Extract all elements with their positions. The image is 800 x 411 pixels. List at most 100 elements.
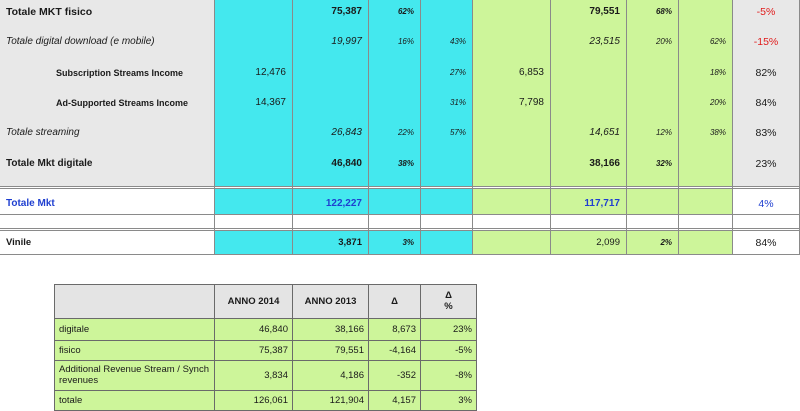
cell-value: 14,367: [255, 97, 286, 108]
cell-value: 4,157: [368, 390, 421, 411]
delta-column-fill: [732, 0, 800, 186]
row-label: Additional Revenue Stream / Synch revenu…: [54, 360, 215, 391]
delta-percent: -5%: [756, 5, 776, 18]
cell-value: 3%: [402, 238, 414, 247]
cell-value: 23,515: [589, 36, 620, 47]
cell-value: 27%: [449, 68, 466, 77]
cell-value: -352: [368, 360, 421, 391]
row-label: Totale Mkt: [6, 198, 55, 209]
delta-percent: 84%: [755, 236, 777, 249]
year-2014-fill: [214, 0, 472, 186]
cell-value: 31%: [449, 98, 466, 107]
grid-line: [214, 0, 215, 254]
grid-line: [678, 0, 679, 254]
row-label: Ad-Supported Streams Income: [56, 97, 189, 108]
year-2013-fill: [472, 0, 732, 186]
delta-percent: 82%: [755, 66, 777, 79]
cell-value: 117,717: [584, 198, 620, 209]
total-2013-fill: [472, 188, 732, 214]
cell-value: 62%: [709, 37, 726, 46]
table-row: digitale 46,840 38,166 8,673 23%: [54, 318, 477, 341]
table-row: fisico 75,387 79,551 -4,164 -5%: [54, 340, 477, 361]
row-label: Subscription Streams Income: [56, 67, 184, 78]
cell-value: 18%: [709, 68, 726, 77]
cell-value: 38%: [397, 159, 414, 168]
grid-line: [626, 0, 627, 254]
delta-percent: 83%: [755, 126, 777, 139]
vinyl-2013-fill: [472, 230, 732, 254]
row-label: Totale MKT fisico: [6, 5, 93, 18]
row-label: Totale streaming: [6, 127, 80, 138]
grid-line: [0, 230, 800, 231]
cell-value: 19,997: [331, 36, 362, 47]
total-2014-fill: [214, 188, 472, 214]
cell-value: 3,834: [214, 360, 293, 391]
cell-value: 3,871: [338, 237, 362, 249]
grid-line: [472, 0, 473, 254]
cell-value: 126,061: [214, 390, 293, 411]
cell-value: 57%: [449, 128, 466, 137]
grid-line: [292, 0, 293, 254]
cell-value: 121,904: [292, 390, 369, 411]
delta-percent: 4%: [758, 197, 774, 210]
row-label: totale: [54, 390, 215, 411]
summary-table: ANNO 2014 ANNO 2013 Δ Δ % digitale 46,84…: [54, 284, 477, 411]
cell-value: 12,476: [255, 67, 286, 78]
cell-value: 68%: [655, 7, 672, 16]
row-label: Totale digital download (e mobile): [6, 36, 155, 47]
cell-value: -5%: [420, 340, 477, 361]
table-header-row: ANNO 2014 ANNO 2013 Δ Δ %: [54, 284, 477, 319]
row-label: Totale Mkt digitale: [6, 158, 93, 169]
cell-value: 122,227: [325, 198, 362, 209]
cell-value: 4,186: [292, 360, 369, 391]
cell-value: 2%: [660, 238, 672, 247]
cell-value: 12%: [655, 128, 672, 137]
cell-value: 79,551: [292, 340, 369, 361]
table-row: totale 126,061 121,904 4,157 3%: [54, 390, 477, 411]
table-row: Additional Revenue Stream / Synch revenu…: [54, 360, 477, 391]
cell-value: 2,099: [596, 237, 620, 249]
cell-value: 38,166: [292, 318, 369, 341]
cell-value: 23%: [420, 318, 477, 341]
cell-value: 16%: [397, 37, 414, 46]
cell-value: 62%: [397, 7, 414, 16]
cell-value: 75,387: [214, 340, 293, 361]
cell-value: 75,387: [331, 6, 362, 17]
grid-line: [368, 0, 369, 254]
row-label: fisico: [54, 340, 215, 361]
cell-value: 3%: [420, 390, 477, 411]
grid-line: [732, 0, 733, 254]
grid-line: [0, 228, 800, 229]
cell-value: 46,840: [331, 158, 362, 169]
cell-value: 38%: [709, 128, 726, 137]
cell-value: 7,798: [518, 97, 544, 108]
cell-value: 46,840: [214, 318, 293, 341]
grid-line: [420, 0, 421, 254]
delta-percent: 23%: [755, 157, 777, 170]
cell-value: 20%: [709, 98, 726, 107]
delta-percent: -15%: [753, 35, 779, 48]
cell-value: -4,164: [368, 340, 421, 361]
cell-value: 26,843: [331, 127, 362, 138]
cell-value: 43%: [449, 37, 466, 46]
cell-value: 20%: [655, 37, 672, 46]
cell-value: 6,853: [518, 67, 544, 78]
header-cell: [54, 284, 215, 319]
grid-line: [0, 186, 800, 187]
grid-line: [550, 0, 551, 254]
header-cell: Δ %: [420, 284, 477, 319]
cell-value: 22%: [397, 128, 414, 137]
header-cell: Δ: [368, 284, 421, 319]
grid-line: [0, 188, 800, 189]
header-cell: ANNO 2013: [292, 284, 369, 319]
cell-value: 14,651: [589, 127, 620, 138]
cell-value: -8%: [420, 360, 477, 391]
grid-line: [0, 214, 800, 215]
vinyl-2014-fill: [214, 230, 472, 254]
label-column-fill: [0, 0, 214, 186]
row-label: Vinile: [6, 237, 32, 249]
grid-line: [0, 254, 800, 255]
cell-value: 79,551: [589, 6, 620, 17]
cell-value: 32%: [655, 159, 672, 168]
